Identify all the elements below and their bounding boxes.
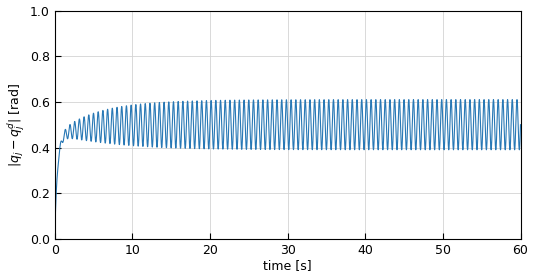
X-axis label: time [s]: time [s]: [263, 259, 312, 272]
Y-axis label: $|q_j - q_j^d|$ [rad]: $|q_j - q_j^d|$ [rad]: [5, 83, 27, 167]
